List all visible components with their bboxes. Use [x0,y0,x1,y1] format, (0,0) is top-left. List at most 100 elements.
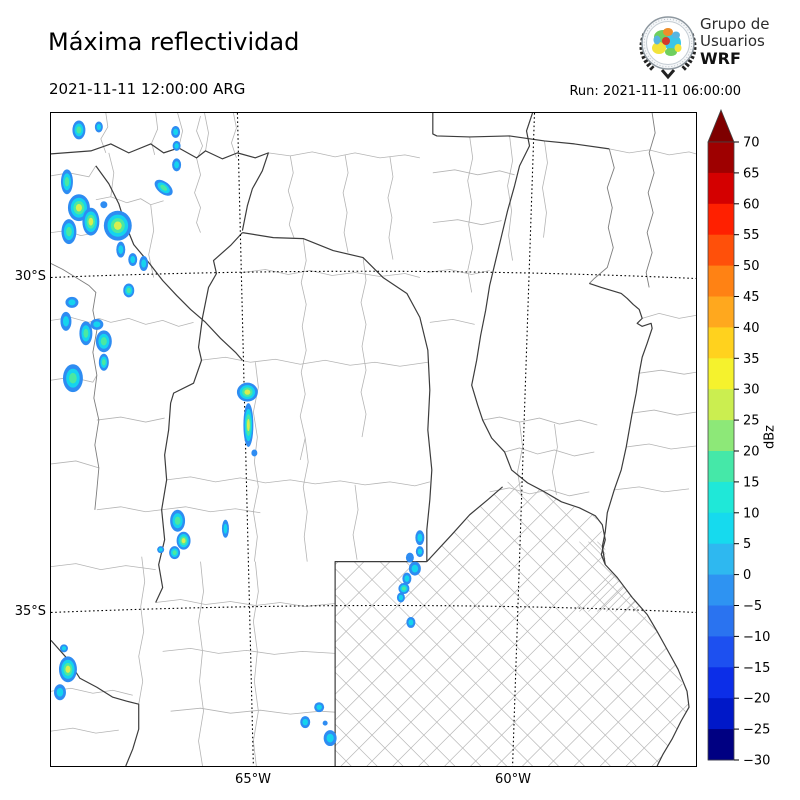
colorbar-band [708,420,734,452]
colorbar-band [708,327,734,359]
gridline-35s [51,604,696,614]
colorbar-tick-label: 50 [743,259,760,274]
colorbar-band [708,481,734,514]
colorbar-band [708,729,734,761]
reflectivity-cell [60,311,72,331]
colorbar-band [708,234,734,266]
reflectivity-cell [72,120,86,140]
logo-line-3: WRF [700,49,741,68]
province-borders [51,113,690,766]
colorbar-tick-label: −5 [743,599,762,614]
colorbar-band [708,358,734,390]
colorbar-band [708,172,734,205]
reflectivity-cell [116,241,126,258]
logo-line-1: Grupo de [700,15,770,33]
colorbar-tick-label: 60 [743,197,760,212]
reflectivity-cell [408,561,421,576]
colorbar-tick-label: 20 [743,445,760,460]
reflectivity-cell [94,121,103,133]
reflectivity-cell [128,253,138,267]
colorbar-band [708,389,734,421]
valid-time-label: 2021-11-11 12:00:00 ARG [49,80,246,98]
buenos-aires-department-grid [335,481,690,766]
lat-label-35s: 35°S [14,604,46,619]
reflectivity-cell [82,207,100,236]
lon-label-65w: 65°W [235,772,271,787]
colorbar-band [708,667,734,699]
run-time-label: Run: 2021-11-11 06:00:00 [569,84,741,99]
colorbar-unit-label: dBz [762,425,778,449]
graticule-gridlines [51,113,696,766]
reflectivity-cell [398,583,410,595]
colorbar-band [708,543,734,575]
reflectivity-cell [243,403,254,447]
colorbar-tick-label: 40 [743,321,760,336]
reflectivity-cell [169,546,181,560]
reflectivity-cell [98,353,109,371]
reflectivity-cell [123,283,135,298]
reflectivity-cell [90,318,104,330]
colorbar-tick-label: 55 [743,228,760,243]
colorbar-tick-label: −10 [743,630,770,645]
reflectivity-cell [62,364,83,393]
colorbar-tick-label: 5 [743,537,751,552]
reflectivity-cell [323,730,337,747]
reflectivity-cell [415,546,424,558]
colorbar-band [708,296,734,328]
colorbar-tick-label: −20 [743,692,770,707]
colorbar-canvas: 7065605550454035302520151050−5−10−15−20−… [707,108,770,769]
colorbar-band [708,605,734,637]
colorbar-tick-label: −15 [743,661,770,676]
colorbar-band [708,265,734,297]
page-title: Máxima reflectividad [48,28,300,56]
reflectivity-cell [53,684,66,701]
reflectivity-cell [406,616,416,628]
reflectivity-cell [176,531,191,550]
colorbar-tick-label: 10 [743,506,760,521]
colorbar-tick-label: 65 [743,166,760,181]
colorbar-band [708,636,734,668]
colorbar-over-arrow [707,108,735,143]
reflectivity-cell [172,140,181,151]
department-borders [51,113,696,766]
colorbar-tick-label: 25 [743,414,760,429]
reflectivity-cell [415,530,425,546]
colorbar-tick-label: 0 [743,568,751,583]
coastline [604,564,690,766]
reflectivity-cell [236,382,258,402]
colorbar-band [708,142,734,174]
reflectivity-blobs [53,120,425,747]
logo-line-2: Usuarios [700,32,765,50]
colorbar-band [708,574,734,606]
colorbar-band [708,451,734,483]
colorbar: 70 65 60 55 50 45 40 35 30 25 20 15 10 5 0 −5 −10 −15 −20−… [706,108,800,770]
colorbar-band [708,698,734,730]
reflectivity-cell [221,519,229,538]
gridline-30s [51,270,696,280]
colorbar-tick-label: −30 [743,754,770,769]
reflectivity-cell [95,330,112,353]
reflectivity-cell [396,592,405,603]
reflectivity-cell [65,296,79,308]
reflectivity-cell [61,219,77,245]
colorbar-tick-label: 30 [743,383,760,398]
secondary-borders [51,113,656,510]
colorbar-tick-label: 70 [743,136,760,151]
reflectivity-cell [157,546,165,554]
reflectivity-cell [314,702,325,713]
colorbar-band [708,512,734,545]
lat-label-30s: 30°S [14,269,46,284]
reflectivity-cell [300,716,311,729]
reflectivity-cell [154,179,173,196]
reflectivity-cell [60,169,73,195]
wrf-logo-seal [639,16,697,80]
reflectivity-cell [67,194,90,222]
colorbar-band [708,203,734,236]
wrf-logo-text: Grupo de Usuarios WRF [700,15,770,68]
lon-label-60w: 60°W [495,772,531,787]
map-frame [50,112,697,767]
reflectivity-cell [402,572,412,585]
colorbar-tick-label: 45 [743,290,760,305]
reflectivity-cell [172,158,182,172]
laurel-right [680,32,697,72]
